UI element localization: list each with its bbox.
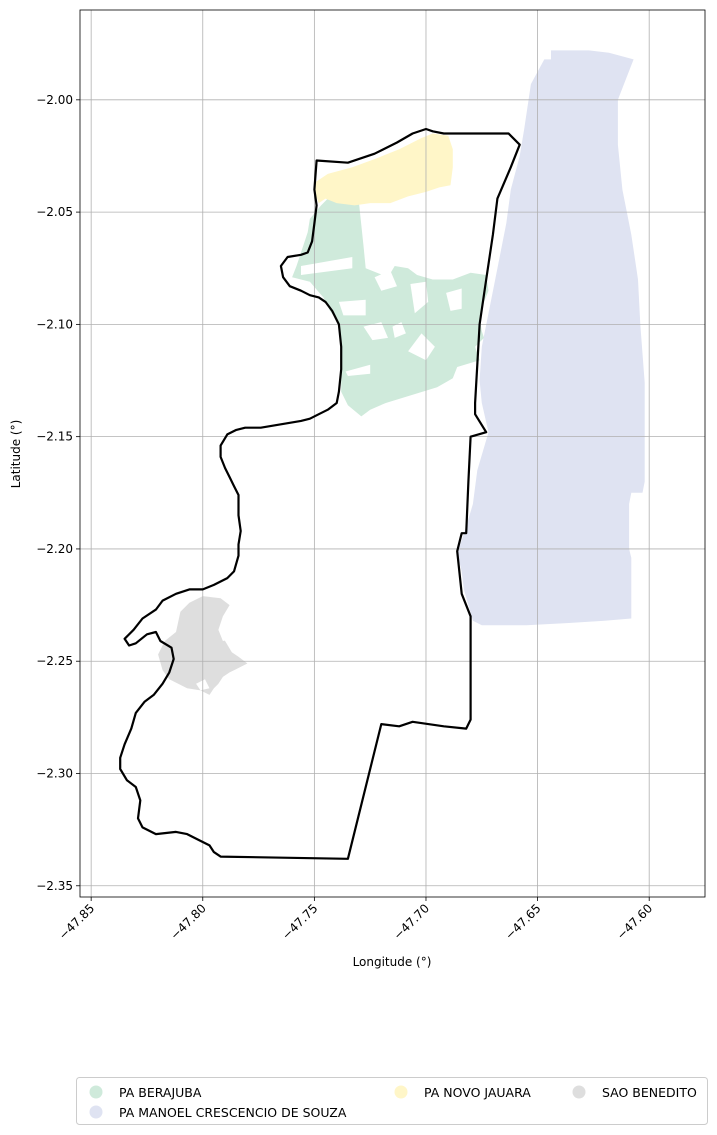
map-plot-area — [80, 10, 705, 897]
x-tick-label: −47.65 — [502, 901, 543, 942]
y-tick-label: −2.30 — [36, 766, 73, 780]
y-tick-label: −2.25 — [36, 654, 73, 668]
legend-label: PA NOVO JAUARA — [424, 1085, 531, 1100]
legend-label: PA BERAJUBA — [119, 1085, 202, 1100]
boundary-outline — [119, 127, 521, 860]
y-tick-label: −2.20 — [36, 542, 73, 556]
legend-label: SAO BENEDITO — [602, 1085, 697, 1100]
y-tick-label: −2.15 — [36, 430, 73, 444]
y-tick-label: −2.05 — [36, 205, 73, 219]
legend-marker — [89, 1085, 103, 1099]
parcel-gap — [392, 322, 406, 338]
y-tick-label: −2.10 — [36, 317, 73, 331]
parcel-gap — [301, 257, 353, 275]
region-pa-manoel-crescencio-de-souza — [457, 50, 645, 626]
y-tick-label: −2.00 — [36, 93, 73, 107]
x-tick-label: −47.60 — [614, 901, 655, 942]
parcel-gap — [410, 281, 429, 314]
parcel-gap — [363, 322, 388, 341]
parcel-gap — [408, 333, 435, 361]
legend-marker — [394, 1085, 408, 1099]
y-axis-title: Latitude (°) — [9, 420, 23, 489]
x-tick-label: −47.70 — [391, 901, 432, 942]
legend-marker — [572, 1085, 586, 1099]
region-pa-novo-jauara — [314, 133, 453, 206]
legend-marker — [89, 1105, 103, 1119]
parcel-gap — [446, 288, 462, 311]
parcel-gap — [218, 629, 234, 641]
x-tick-label: −47.75 — [279, 901, 320, 942]
x-tick-label: −47.80 — [168, 901, 209, 942]
parcel-gap — [374, 270, 397, 291]
legend-label: PA MANOEL CRESCENCIO DE SOUZA — [119, 1105, 347, 1120]
x-axis-title: Longitude (°) — [353, 955, 432, 969]
parcel-gap — [338, 299, 366, 316]
legend-box — [76, 1077, 708, 1125]
plot-frame — [79, 9, 706, 898]
x-tick-label: −47.85 — [56, 901, 97, 942]
y-tick-label: −2.35 — [36, 879, 73, 893]
legend: PA BERAJUBA PA MANOEL CRESCENCIO DE SOUZA… — [76, 1077, 708, 1125]
parcel-gap — [345, 364, 371, 376]
